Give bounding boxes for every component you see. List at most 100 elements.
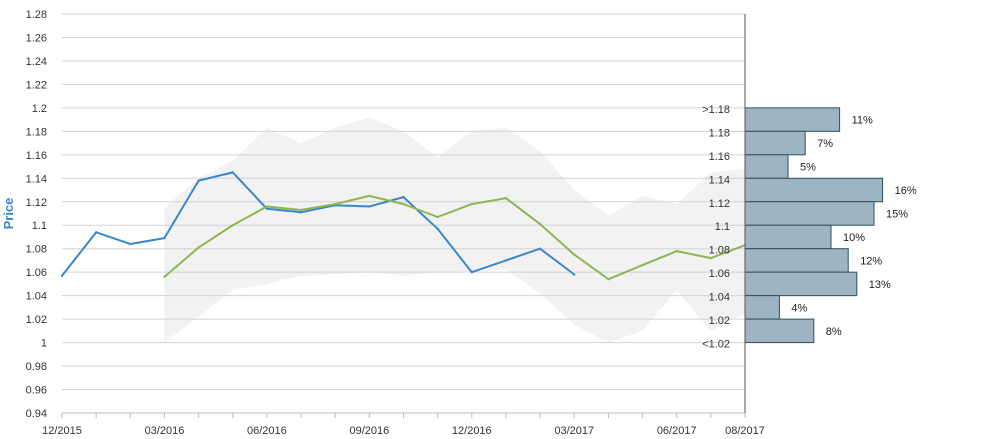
y-tick-label: 1.28 [26,9,47,21]
forecast-point [402,202,405,206]
forecast-point [436,215,439,219]
y-tick-label: 1 [41,338,47,350]
actual-point [436,227,439,230]
distribution-bar [744,107,841,132]
forecast-point [334,202,337,206]
x-tick-label: 06/2016 [247,425,287,437]
y-tick-label: 1.04 [26,291,47,303]
actual-point [299,211,303,214]
distribution-bin-label: 1.08 [709,245,730,257]
y-tick-label: 0.96 [26,385,47,397]
x-tick-label: 12/2016 [452,425,492,437]
distribution-bin-label: >1.18 [702,104,730,116]
distribution-percent-label: 4% [791,302,807,314]
actual-point [538,247,542,250]
x-tick-label: 03/2016 [145,425,185,437]
y-tick-label: 1.14 [26,173,47,185]
distribution-bin-label: 1.02 [709,315,730,327]
distribution-percent-label: 15% [886,209,908,221]
forecast-point [504,197,508,200]
forecast-point [470,202,473,206]
distribution-bin-label: 1.12 [709,198,730,210]
x-tick-label: 03/2017 [554,425,594,437]
y-tick-label: 1.2 [32,103,47,115]
distribution-percent-label: 12% [860,255,882,267]
y-tick-label: 1.12 [26,197,47,209]
x-tick-label: 09/2016 [349,425,389,437]
distribution-bar [744,201,875,226]
forecast-point [709,256,713,260]
distribution-percent-label: 16% [895,185,917,197]
y-tick-label: 1.02 [26,314,47,326]
gridlines-layer [62,13,745,414]
distribution-percent-label: 7% [817,138,833,150]
distribution-bar [744,130,806,156]
forecast-point [538,222,542,226]
forecast-point [163,275,166,279]
distribution-bar [744,295,780,320]
forecast-point [675,249,678,253]
actual-point [197,179,200,182]
distribution-percent-label: 13% [869,279,891,291]
forecast-point [641,263,644,267]
distribution-bin-label: 1.18 [709,127,730,139]
distribution-bar [744,177,884,203]
x-tick-label: 08/2017 [725,425,765,437]
distribution-bin-label: 1.16 [709,151,730,163]
forecast-price-line [163,194,746,281]
actual-point [231,171,234,174]
actual-point [402,195,405,199]
actual-price-line [61,171,575,277]
distribution-bin-label: 1.04 [709,292,730,304]
actual-point [504,259,508,262]
forecast-point [573,253,576,256]
confidence-band [164,117,745,343]
distribution-bar [744,271,858,297]
actual-point [163,236,166,240]
forecast-point [231,224,234,227]
y-tick-label: 0.98 [26,361,47,373]
distribution-percent-label: 8% [826,326,842,338]
y-tick-label: 1.08 [26,244,47,256]
y-tick-label: 1.1 [32,220,47,232]
forecast-point [197,246,200,249]
actual-point [368,205,371,208]
actual-point [573,273,576,276]
y-tick-label: 1.26 [26,32,47,44]
forecast-point [607,278,610,281]
axes-layer [61,14,746,418]
confidence-band-layer [164,117,745,343]
distribution-bar [744,154,789,179]
distribution-bin-label: 1.1 [715,221,730,233]
y-tick-label: 1.22 [26,79,47,91]
distribution-percent-label: 10% [843,232,865,244]
y-tick-label: 1.24 [26,56,47,68]
actual-point [60,274,64,277]
distribution-bars-layer [744,107,884,344]
series-lines-layer [60,171,747,281]
forecast-point [265,205,269,208]
y-tick-label: 1.06 [26,267,47,279]
actual-point [265,207,269,211]
distribution-percent-label: 11% [852,115,873,127]
actual-point [129,242,132,246]
distribution-percent-label: 5% [800,162,816,174]
distribution-bar [744,224,832,250]
y-tick-label: 0.94 [26,408,47,420]
actual-point [470,270,473,274]
distribution-bin-label: <1.02 [702,339,730,351]
labels-layer: 0.940.960.9811.021.041.061.081.11.121.14… [26,9,917,437]
y-tick-label: 1.16 [26,150,47,162]
distribution-bar [744,248,849,273]
y-tick-label: 1.18 [26,126,47,138]
forecast-point [368,194,371,198]
forecast-point [299,208,303,212]
actual-point [94,231,98,234]
distribution-bin-label: 1.06 [709,268,730,280]
y-axis-title: Price [1,198,16,230]
distribution-bin-label: 1.14 [709,174,730,186]
distribution-bar [744,318,815,344]
x-tick-label: 12/2015 [42,425,82,437]
